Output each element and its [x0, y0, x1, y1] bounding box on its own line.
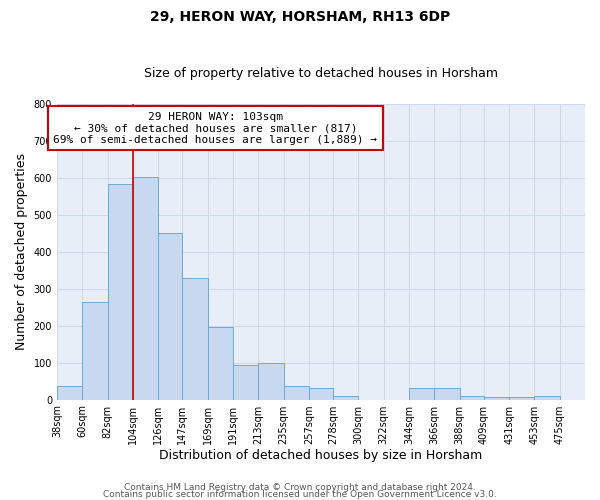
Bar [535, 396, 560, 400]
Text: Contains HM Land Registry data © Crown copyright and database right 2024.: Contains HM Land Registry data © Crown c… [124, 484, 476, 492]
Bar [158, 232, 182, 400]
Bar [233, 366, 258, 400]
Text: Contains public sector information licensed under the Open Government Licence v3: Contains public sector information licen… [103, 490, 497, 499]
Bar [182, 278, 208, 400]
Bar [484, 397, 509, 400]
Bar [460, 396, 484, 400]
Bar [434, 388, 460, 400]
Text: 29 HERON WAY: 103sqm
← 30% of detached houses are smaller (817)
69% of semi-deta: 29 HERON WAY: 103sqm ← 30% of detached h… [53, 112, 377, 145]
Bar [258, 362, 284, 400]
Bar [82, 302, 107, 400]
Bar [509, 397, 535, 400]
Bar [284, 386, 309, 400]
Bar [333, 396, 358, 400]
Title: Size of property relative to detached houses in Horsham: Size of property relative to detached ho… [144, 66, 498, 80]
Bar [208, 327, 233, 400]
Bar [107, 184, 133, 400]
Bar [57, 386, 82, 400]
Bar [409, 388, 434, 400]
Y-axis label: Number of detached properties: Number of detached properties [15, 154, 28, 350]
Bar [133, 177, 158, 400]
Bar [309, 388, 333, 400]
X-axis label: Distribution of detached houses by size in Horsham: Distribution of detached houses by size … [160, 450, 482, 462]
Text: 29, HERON WAY, HORSHAM, RH13 6DP: 29, HERON WAY, HORSHAM, RH13 6DP [150, 10, 450, 24]
